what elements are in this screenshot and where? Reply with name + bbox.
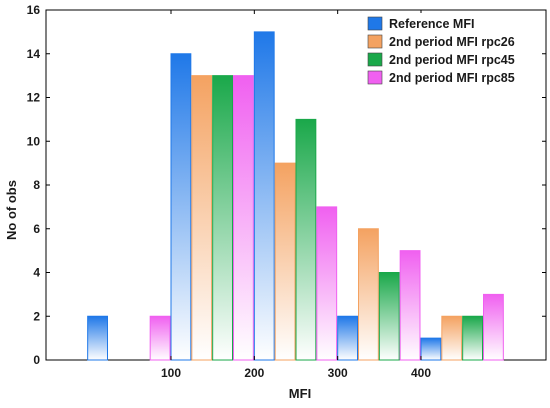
bar-2-bin-200	[274, 162, 296, 361]
x-tick-label: 400	[411, 366, 431, 380]
x-tick-label: 100	[161, 366, 181, 380]
y-tick-label: 2	[33, 309, 40, 323]
legend: Reference MFI 2nd period MFI rpc26 2nd per…	[364, 13, 536, 91]
legend-label: 2nd period MFI rpc26	[389, 35, 515, 49]
bar-3-bin-200	[295, 118, 317, 361]
bar-1-bin-300	[337, 315, 359, 361]
bar-1-bin-400	[420, 337, 442, 361]
legend-box	[364, 13, 536, 91]
legend-label: Reference MFI	[389, 17, 474, 31]
bar-3-bin-400	[462, 315, 484, 361]
y-tick-label: 16	[27, 3, 41, 17]
x-axis-label: MFI	[289, 386, 311, 401]
bar-4-bin-200	[316, 206, 338, 361]
bar-3-bin-100	[212, 75, 233, 361]
bar-3-bin-300	[378, 272, 400, 361]
legend-swatch	[367, 52, 383, 67]
bar-4-bin-0	[149, 315, 171, 361]
y-tick-label: 6	[33, 222, 40, 236]
legend-swatch	[367, 16, 383, 31]
bar-2-bin-300	[358, 228, 379, 361]
bar-2-bin-100	[191, 75, 213, 361]
x-tick-label: 300	[328, 366, 348, 380]
bar-4-bin-100	[233, 75, 254, 361]
legend-swatch	[367, 70, 383, 85]
bar-4-bin-300	[399, 250, 421, 361]
legend-label: 2nd period MFI rpc45	[389, 53, 515, 67]
y-tick-label: 0	[33, 353, 40, 367]
bar-4-bin-400	[483, 293, 504, 361]
bar-1-bin-100	[170, 53, 192, 361]
y-tick-label: 4	[33, 266, 40, 280]
y-axis-label: No of obs	[4, 180, 19, 240]
legend-label: 2nd period MFI rpc85	[389, 71, 515, 85]
legend-swatch	[367, 34, 383, 49]
y-tick-label: 10	[27, 134, 41, 148]
x-tick-label: 200	[244, 366, 264, 380]
y-tick-label: 12	[27, 91, 41, 105]
bar-1-bin-0	[87, 315, 108, 361]
bar-1-bin-200	[253, 31, 275, 361]
y-tick-label: 8	[33, 178, 40, 192]
y-tick-label: 14	[27, 47, 41, 61]
bar-2-bin-400	[441, 315, 463, 361]
